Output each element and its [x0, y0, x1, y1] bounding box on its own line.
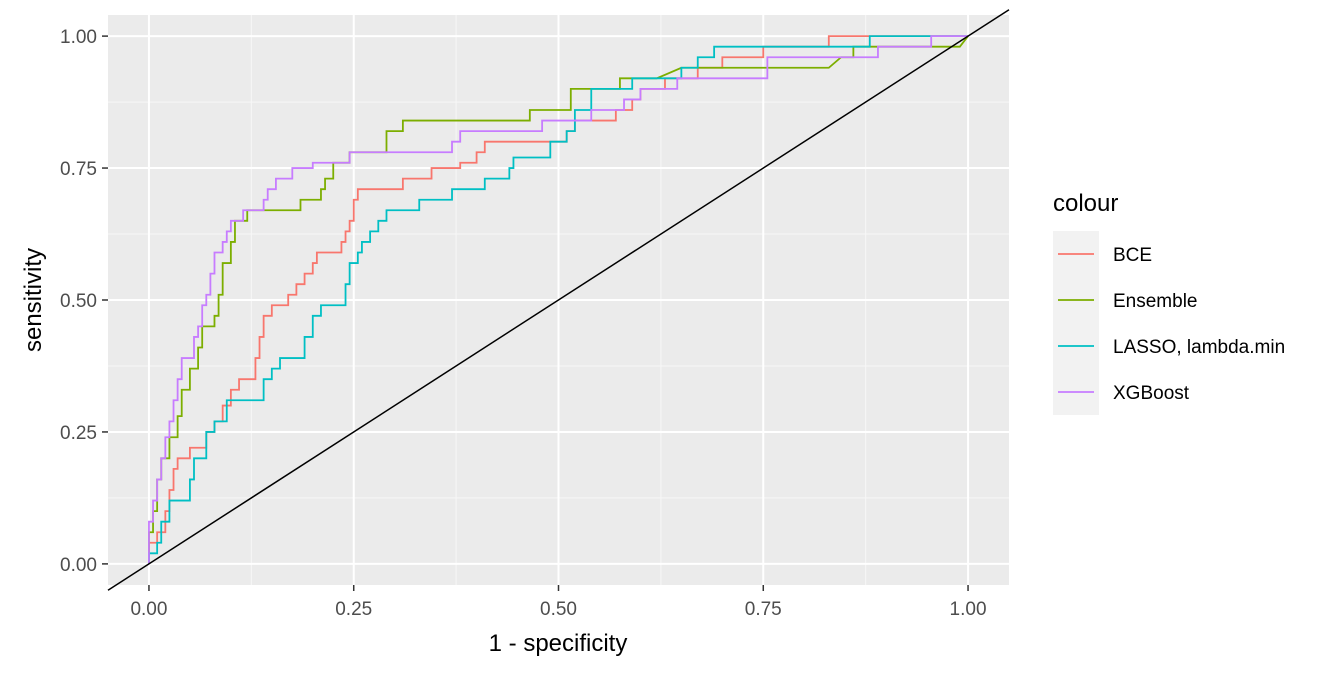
legend-label: Ensemble [1113, 291, 1198, 312]
legend-title: colour [1053, 190, 1118, 217]
reference-layer [107, 9, 1010, 591]
series-line-0 [148, 35, 969, 564]
x-tick-label: 0.75 [745, 599, 782, 620]
x-axis: 0.00 0.25 0.50 0.75 1.00 [130, 585, 987, 620]
legend-label: BCE [1113, 245, 1152, 266]
legend-label: XGBoost [1113, 383, 1190, 404]
y-tick-label: 0.50 [60, 291, 97, 312]
y-axis: 0.00 0.25 0.50 0.75 1.00 [60, 27, 108, 576]
x-tick-label: 1.00 [950, 599, 987, 620]
x-tick-label: 0.00 [130, 599, 167, 620]
legend: colour BCE Ensemble LASSO, lambda.min XGBoo… [1053, 190, 1285, 415]
y-tick-label: 0.25 [60, 423, 97, 444]
y-axis-title: sensitivity [20, 248, 47, 352]
reference-diagonal-line [107, 9, 1010, 591]
x-tick-label: 0.25 [335, 599, 372, 620]
x-axis-title: 1 - specificity [489, 630, 628, 657]
y-tick-label: 0.00 [60, 555, 97, 576]
series-line-3 [148, 35, 969, 564]
series-layer [148, 35, 969, 564]
x-tick-label: 0.50 [540, 599, 577, 620]
y-tick-label: 0.75 [60, 159, 97, 180]
legend-label: LASSO, lambda.min [1113, 337, 1285, 358]
legend-items: BCE Ensemble LASSO, lambda.min XGBoost [1053, 231, 1285, 415]
y-tick-label: 1.00 [60, 27, 97, 48]
